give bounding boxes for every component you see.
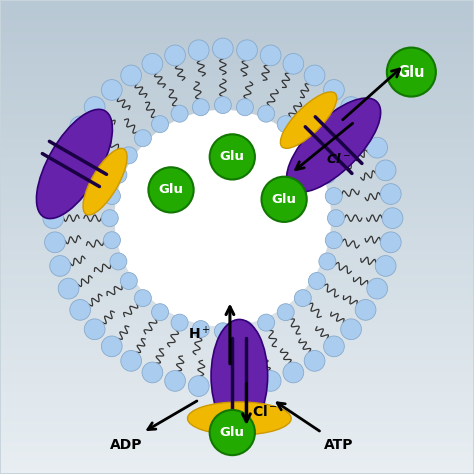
Circle shape xyxy=(58,278,79,299)
Text: ADP: ADP xyxy=(110,438,143,452)
Circle shape xyxy=(101,80,122,100)
Circle shape xyxy=(304,65,325,86)
Circle shape xyxy=(192,99,210,116)
Circle shape xyxy=(103,188,120,205)
Circle shape xyxy=(387,47,436,97)
Ellipse shape xyxy=(188,402,291,435)
Circle shape xyxy=(192,320,210,337)
Circle shape xyxy=(237,99,254,116)
Circle shape xyxy=(309,147,325,164)
Circle shape xyxy=(188,40,209,61)
Circle shape xyxy=(258,314,274,331)
Ellipse shape xyxy=(36,109,112,219)
Circle shape xyxy=(325,188,342,205)
Circle shape xyxy=(210,134,255,180)
Circle shape xyxy=(58,137,79,158)
Text: ATP: ATP xyxy=(324,438,353,452)
Circle shape xyxy=(110,166,127,183)
Circle shape xyxy=(214,323,231,340)
Circle shape xyxy=(50,255,71,276)
Circle shape xyxy=(148,167,194,212)
Text: H$^+$: H$^+$ xyxy=(188,325,210,342)
Circle shape xyxy=(135,130,151,146)
Circle shape xyxy=(324,336,344,357)
Circle shape xyxy=(121,65,142,86)
Circle shape xyxy=(142,54,163,74)
Circle shape xyxy=(258,105,274,122)
Circle shape xyxy=(294,290,311,307)
Circle shape xyxy=(164,371,185,391)
Circle shape xyxy=(367,137,388,158)
Circle shape xyxy=(341,97,362,118)
Circle shape xyxy=(142,362,163,383)
Circle shape xyxy=(84,319,105,339)
Text: Cl$^-$: Cl$^-$ xyxy=(252,404,278,419)
Circle shape xyxy=(367,278,388,299)
Ellipse shape xyxy=(280,92,337,148)
Circle shape xyxy=(214,97,231,114)
Circle shape xyxy=(115,110,331,327)
Circle shape xyxy=(283,54,304,74)
Circle shape xyxy=(260,45,281,66)
Text: Glu: Glu xyxy=(158,183,183,196)
Circle shape xyxy=(84,97,105,118)
Circle shape xyxy=(237,376,257,396)
Circle shape xyxy=(212,377,233,398)
Circle shape xyxy=(45,183,65,204)
Circle shape xyxy=(381,232,401,253)
Circle shape xyxy=(237,40,257,61)
Circle shape xyxy=(101,210,118,227)
Text: Glu: Glu xyxy=(220,426,245,439)
Circle shape xyxy=(355,300,376,320)
Circle shape xyxy=(237,320,254,337)
Circle shape xyxy=(304,350,325,371)
Circle shape xyxy=(328,210,345,227)
Circle shape xyxy=(171,105,188,122)
Circle shape xyxy=(188,376,209,396)
Text: Glu: Glu xyxy=(272,193,297,206)
Circle shape xyxy=(101,336,122,357)
Circle shape xyxy=(319,166,336,183)
Circle shape xyxy=(121,350,142,371)
Circle shape xyxy=(152,304,169,321)
Circle shape xyxy=(120,147,137,164)
Circle shape xyxy=(103,232,120,249)
Circle shape xyxy=(319,253,336,270)
Circle shape xyxy=(135,290,151,307)
Circle shape xyxy=(381,183,401,204)
Circle shape xyxy=(260,371,281,391)
Circle shape xyxy=(70,300,91,320)
Circle shape xyxy=(382,208,403,228)
Circle shape xyxy=(120,273,137,290)
Circle shape xyxy=(309,273,325,290)
Circle shape xyxy=(110,253,127,270)
Circle shape xyxy=(171,314,188,331)
Ellipse shape xyxy=(83,148,127,215)
Circle shape xyxy=(375,255,396,276)
Circle shape xyxy=(70,116,91,137)
Circle shape xyxy=(277,116,294,133)
Circle shape xyxy=(212,38,233,59)
Circle shape xyxy=(262,177,307,222)
Circle shape xyxy=(355,116,376,137)
Ellipse shape xyxy=(211,319,268,433)
Circle shape xyxy=(341,319,362,339)
Circle shape xyxy=(152,116,169,133)
Circle shape xyxy=(283,362,304,383)
Circle shape xyxy=(50,160,71,181)
Circle shape xyxy=(45,232,65,253)
Text: Cl$^-$: Cl$^-$ xyxy=(326,152,351,166)
Text: Glu: Glu xyxy=(398,64,425,80)
Circle shape xyxy=(277,304,294,321)
Circle shape xyxy=(324,80,344,100)
Circle shape xyxy=(325,232,342,249)
Text: Glu: Glu xyxy=(220,150,245,164)
Ellipse shape xyxy=(287,98,381,192)
Circle shape xyxy=(375,160,396,181)
Circle shape xyxy=(210,410,255,455)
Circle shape xyxy=(43,208,64,228)
Circle shape xyxy=(164,45,185,66)
Circle shape xyxy=(294,130,311,146)
